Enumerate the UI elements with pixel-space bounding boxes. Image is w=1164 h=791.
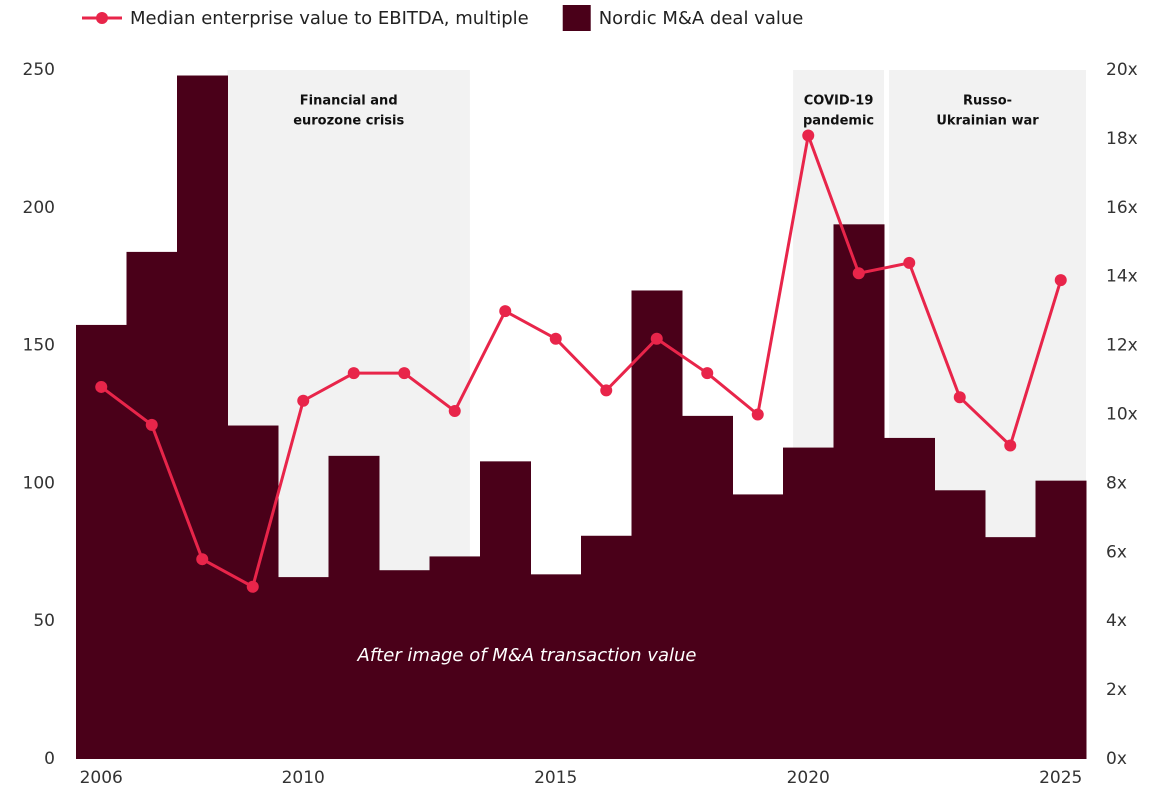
bar [581, 535, 632, 759]
line-point [650, 332, 663, 345]
bar [177, 75, 228, 759]
bar [480, 461, 531, 759]
line-point [802, 129, 815, 142]
bar [934, 490, 986, 759]
line-point [600, 384, 613, 397]
bar [1035, 480, 1087, 759]
bar [682, 415, 733, 759]
line-point [145, 418, 158, 431]
y-tick-label: 150 [23, 336, 55, 356]
legend-swatch [96, 12, 108, 24]
x-tick-label: 2015 [534, 768, 577, 788]
x-tick-label: 2020 [787, 768, 830, 788]
shaded-label: eurozone crisis [293, 114, 404, 129]
y2-tick-label: 0x [1106, 749, 1127, 769]
annotation: After image of M&A transaction value [357, 645, 697, 666]
line-point [701, 367, 714, 380]
bar [732, 494, 784, 759]
x-tick-label: 2006 [80, 768, 123, 788]
legend-swatch [562, 5, 591, 31]
y2-tick-label: 16x [1106, 198, 1138, 218]
y-tick-label: 50 [33, 611, 55, 631]
line-point [903, 256, 916, 269]
line-point [1054, 274, 1067, 287]
line-point [246, 580, 259, 593]
y2-tick-label: 10x [1106, 405, 1138, 425]
line-point [549, 332, 562, 345]
line-point [297, 394, 310, 407]
y-tick-label: 100 [23, 473, 55, 493]
bar [985, 537, 1036, 759]
line [100, 129, 1063, 589]
line-point [953, 391, 966, 404]
x-tick-label: 2025 [1039, 768, 1082, 788]
bar [833, 224, 885, 759]
shaded-label: Ukrainian war [936, 114, 1039, 129]
bar [429, 556, 481, 759]
shaded-label: COVID-19 [804, 94, 874, 109]
y-tick-label: 200 [23, 198, 55, 218]
bar [884, 437, 935, 759]
x-tick-label: 2010 [282, 768, 325, 788]
legend-label: Nordic M&A deal value [599, 8, 804, 29]
bars [76, 75, 1087, 759]
shaded-label: pandemic [803, 114, 874, 129]
bar [278, 577, 329, 759]
bar [126, 251, 178, 759]
bar [76, 324, 127, 759]
bar [530, 574, 582, 759]
y-tick-label: 0 [44, 749, 55, 769]
line-point [398, 367, 411, 380]
line-point [852, 267, 865, 280]
y-tick-label: 250 [23, 60, 55, 80]
bar [631, 290, 683, 759]
y2-tick-label: 20x [1106, 60, 1138, 80]
lines [95, 129, 1067, 593]
bar [328, 455, 380, 759]
y2-tick-label: 8x [1106, 473, 1127, 493]
line-point [1004, 439, 1017, 452]
legend-label: Median enterprise value to EBITDA, multi… [130, 8, 529, 29]
y2-tick-label: 6x [1106, 542, 1127, 562]
bar [379, 570, 430, 759]
line-point [499, 305, 512, 318]
y2-tick-label: 4x [1106, 611, 1127, 631]
line-point [95, 380, 108, 393]
line-point [448, 405, 461, 418]
line-point [347, 367, 360, 380]
line-point [751, 408, 764, 421]
shaded-label: Financial and [300, 94, 398, 109]
y2-tick-label: 12x [1106, 336, 1138, 356]
line-point [196, 553, 209, 566]
bar [783, 447, 834, 759]
shaded-label: Russo- [963, 94, 1012, 109]
y2-tick-label: 14x [1106, 267, 1138, 287]
y2-tick-label: 2x [1106, 680, 1127, 700]
y2-tick-label: 18x [1106, 129, 1138, 149]
